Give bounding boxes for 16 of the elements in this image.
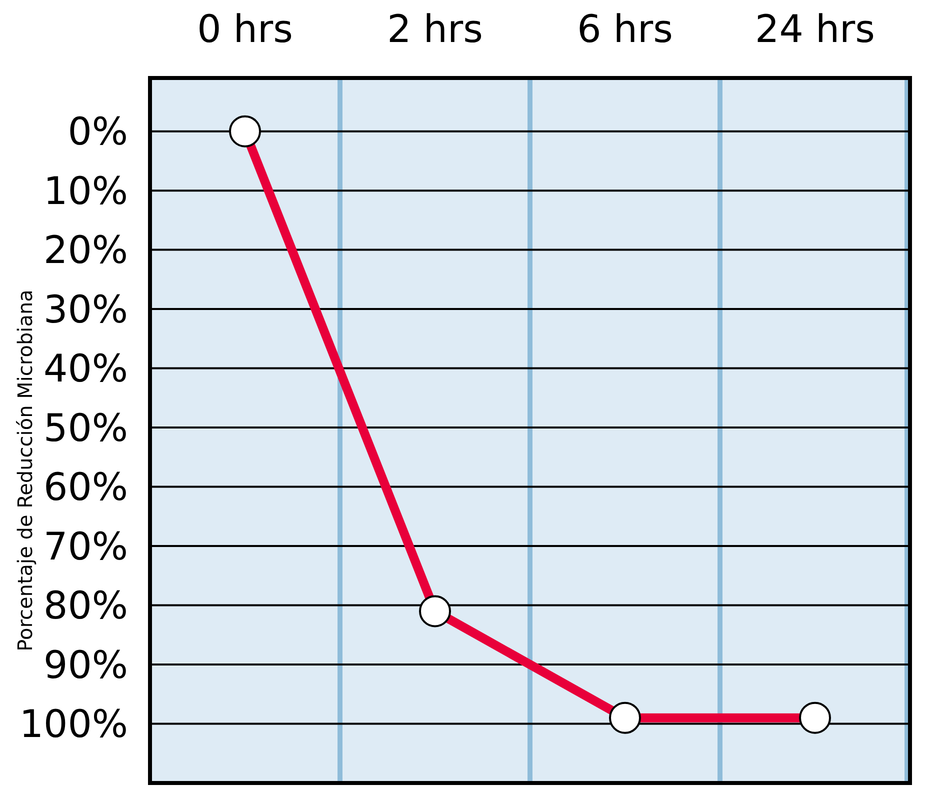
y-tick-label: 0% — [68, 110, 128, 154]
y-tick-label: 80% — [44, 584, 128, 628]
x-tick-label: 0 hrs — [197, 7, 293, 51]
x-tick-label: 24 hrs — [755, 7, 875, 51]
y-tick-label: 90% — [44, 642, 128, 687]
y-tick-label: 60% — [44, 465, 128, 510]
y-tick-label: 70% — [44, 524, 128, 568]
y-tick-label: 10% — [44, 168, 128, 213]
x-tick-label: 6 hrs — [577, 7, 673, 51]
y-axis-title: Porcentaje de Reducción Microbiana — [13, 290, 37, 652]
y-tick-label: 50% — [44, 406, 128, 450]
y-tick-label: 40% — [44, 346, 128, 391]
y-tick-label: 30% — [44, 287, 128, 332]
y-tick-label: 100% — [19, 702, 128, 746]
y-tick-label: 20% — [44, 228, 128, 272]
x-tick-label: 2 hrs — [387, 7, 483, 51]
